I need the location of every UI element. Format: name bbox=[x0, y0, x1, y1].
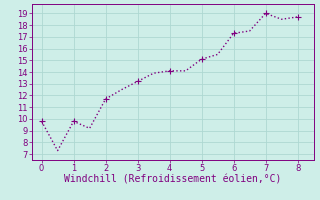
X-axis label: Windchill (Refroidissement éolien,°C): Windchill (Refroidissement éolien,°C) bbox=[64, 175, 282, 185]
